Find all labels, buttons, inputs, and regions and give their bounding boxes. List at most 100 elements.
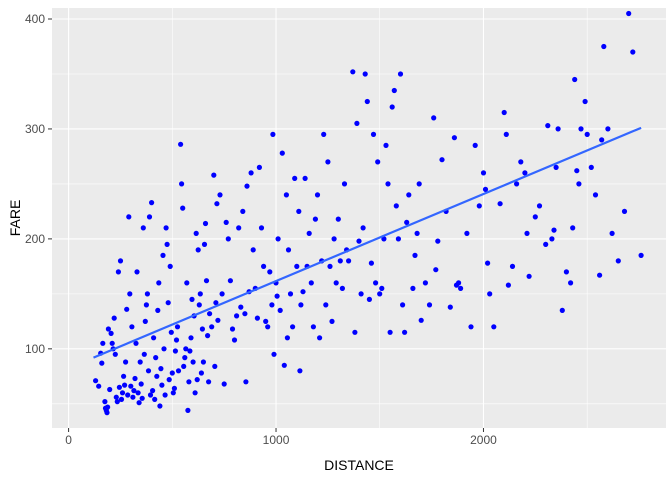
data-point — [518, 159, 524, 165]
data-point — [269, 302, 275, 308]
data-point — [175, 368, 182, 374]
data-point — [375, 159, 381, 165]
data-point — [545, 123, 551, 129]
data-point — [213, 300, 219, 306]
data-point — [601, 43, 607, 50]
data-point — [468, 324, 474, 330]
data-point — [360, 225, 366, 231]
data-point — [215, 317, 221, 323]
data-point — [189, 296, 195, 302]
data-point — [205, 333, 211, 339]
data-point — [203, 278, 210, 284]
data-point — [182, 355, 188, 361]
data-point — [223, 219, 229, 225]
data-point — [412, 252, 418, 258]
data-point — [588, 164, 594, 170]
data-point — [124, 306, 130, 312]
data-point — [503, 131, 509, 137]
data-point — [165, 300, 171, 306]
data-point — [202, 220, 209, 227]
data-point — [582, 98, 588, 105]
data-point — [163, 225, 169, 231]
data-point — [258, 225, 265, 231]
data-point — [509, 263, 516, 269]
data-point — [190, 359, 196, 365]
data-point — [339, 285, 345, 291]
data-point — [256, 164, 262, 170]
data-point — [426, 302, 433, 308]
data-point — [162, 392, 168, 398]
data-point — [366, 296, 372, 302]
data-point — [358, 291, 364, 297]
data-point — [609, 230, 615, 236]
data-point — [626, 10, 632, 17]
data-point — [397, 71, 404, 77]
x-axis: 0 1000 2000 — [65, 428, 497, 447]
data-point — [187, 348, 193, 354]
data-point — [159, 382, 165, 388]
data-point — [126, 214, 132, 220]
panel-background — [52, 8, 666, 428]
data-point — [244, 183, 250, 189]
data-point — [410, 285, 416, 291]
data-point — [350, 69, 356, 75]
data-point — [302, 175, 308, 181]
data-point — [139, 395, 145, 401]
data-point — [532, 214, 538, 220]
data-point — [173, 337, 180, 343]
data-point — [104, 410, 110, 416]
data-point — [321, 131, 327, 137]
data-point — [207, 311, 213, 317]
data-point — [96, 383, 102, 389]
data-point — [298, 302, 304, 308]
data-point — [389, 104, 395, 110]
data-point — [122, 382, 128, 388]
data-point — [630, 49, 636, 55]
data-point — [341, 181, 348, 187]
data-point — [287, 291, 294, 297]
data-point — [183, 346, 189, 352]
data-point — [234, 313, 240, 319]
data-point — [395, 236, 401, 242]
data-point — [196, 302, 202, 308]
data-point — [93, 378, 99, 384]
data-point — [166, 377, 172, 383]
data-point — [125, 392, 131, 398]
data-point — [150, 388, 156, 394]
data-point — [141, 351, 147, 357]
data-point — [422, 280, 428, 286]
x-axis-title: DISTANCE — [324, 457, 394, 473]
data-point — [356, 238, 362, 244]
data-point — [354, 120, 360, 126]
data-point — [317, 335, 323, 341]
data-point — [522, 170, 528, 176]
data-point — [553, 164, 559, 170]
data-point — [105, 326, 111, 332]
data-point — [416, 181, 422, 187]
data-point — [108, 330, 114, 336]
data-point — [331, 236, 337, 242]
y-tick-label: 200 — [25, 232, 45, 246]
data-point — [285, 247, 292, 253]
data-point — [217, 192, 223, 198]
data-point — [209, 324, 215, 330]
data-point — [111, 315, 117, 321]
data-point — [400, 302, 406, 308]
data-point — [184, 280, 190, 286]
data-point — [451, 135, 457, 141]
data-point — [592, 192, 599, 198]
data-point — [200, 359, 206, 365]
data-point — [337, 258, 343, 264]
data-point — [329, 318, 335, 324]
data-point — [240, 208, 246, 214]
data-point — [128, 383, 134, 389]
data-point — [605, 126, 611, 132]
data-point — [476, 203, 482, 209]
data-point — [229, 326, 236, 332]
data-point — [254, 315, 260, 321]
data-point — [458, 285, 464, 291]
data-point — [102, 399, 108, 405]
data-point — [472, 142, 478, 148]
data-point — [387, 329, 393, 335]
data-point — [114, 399, 120, 405]
